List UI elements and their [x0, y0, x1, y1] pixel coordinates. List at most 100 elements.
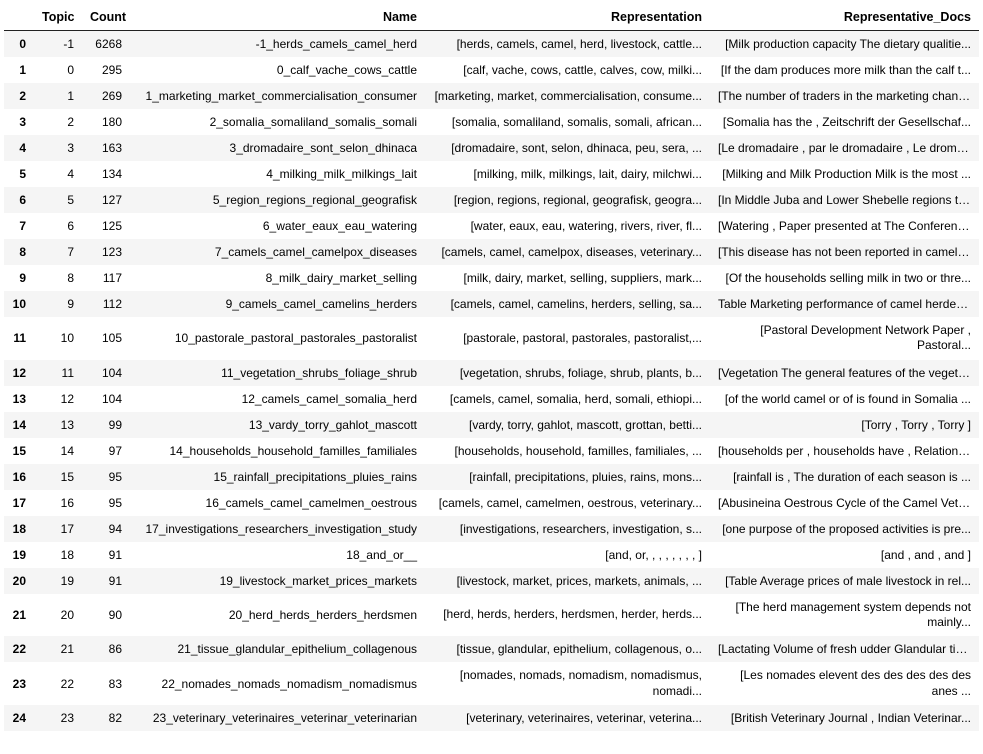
cell-topic: 18 — [34, 542, 82, 568]
cell-count: 86 — [82, 636, 130, 662]
cell-topic: 10 — [34, 317, 82, 360]
cell-representative-docs: [British Veterinary Journal , Indian Vet… — [710, 705, 979, 731]
cell-name: 17_investigations_researchers_investigat… — [130, 516, 425, 542]
cell-count: 163 — [82, 135, 130, 161]
cell-representative-docs: [Table Average prices of male livestock … — [710, 568, 979, 594]
cell-name: 5_region_regions_regional_geografisk — [130, 187, 425, 213]
cell-index: 16 — [4, 464, 34, 490]
cell-topic: 0 — [34, 57, 82, 83]
table-row: 541344_milking_milk_milkings_lait[milkin… — [4, 161, 979, 187]
cell-representation: [rainfall, precipitations, pluies, rains… — [425, 464, 710, 490]
table-row: 20199119_livestock_market_prices_markets… — [4, 568, 979, 594]
cell-index: 8 — [4, 239, 34, 265]
table-row: 871237_camels_camel_camelpox_diseases[ca… — [4, 239, 979, 265]
cell-representative-docs: [and , and , and ] — [710, 542, 979, 568]
table-row: 651275_region_regions_regional_geografis… — [4, 187, 979, 213]
cell-representation: [dromadaire, sont, selon, dhinaca, peu, … — [425, 135, 710, 161]
cell-count: 83 — [82, 662, 130, 705]
cell-count: 104 — [82, 360, 130, 386]
cell-index: 13 — [4, 386, 34, 412]
cell-name: 22_nomades_nomads_nomadism_nomadismus — [130, 662, 425, 705]
table-row: 121110411_vegetation_shrubs_foliage_shru… — [4, 360, 979, 386]
cell-representative-docs: [If the dam produces more milk than the … — [710, 57, 979, 83]
cell-topic: -1 — [34, 31, 82, 58]
cell-representative-docs: [Lactating Volume of fresh udder Glandul… — [710, 636, 979, 662]
cell-topic: 20 — [34, 594, 82, 637]
cell-representative-docs: [Le dromadaire , par le dromadaire , Le … — [710, 135, 979, 161]
table-row: 24238223_veterinary_veterinaires_veterin… — [4, 705, 979, 731]
cell-count: 295 — [82, 57, 130, 83]
cell-representation: [water, eaux, eau, watering, rivers, riv… — [425, 213, 710, 239]
cell-topic: 7 — [34, 239, 82, 265]
cell-name: 2_somalia_somaliland_somalis_somali — [130, 109, 425, 135]
cell-count: 112 — [82, 291, 130, 317]
table-row: 981178_milk_dairy_market_selling[milk, d… — [4, 265, 979, 291]
cell-representation: [milking, milk, milkings, lait, dairy, m… — [425, 161, 710, 187]
cell-topic: 19 — [34, 568, 82, 594]
cell-representation: [camels, camel, camelmen, oestrous, vete… — [425, 490, 710, 516]
cell-representative-docs: [The herd management system depends not … — [710, 594, 979, 637]
cell-representation: [tissue, glandular, epithelium, collagen… — [425, 636, 710, 662]
cell-index: 18 — [4, 516, 34, 542]
cell-topic: 23 — [34, 705, 82, 731]
cell-name: 19_livestock_market_prices_markets — [130, 568, 425, 594]
cell-name: 18_and_or__ — [130, 542, 425, 568]
cell-representation: [livestock, market, prices, markets, ani… — [425, 568, 710, 594]
cell-count: 95 — [82, 490, 130, 516]
cell-representation: [vegetation, shrubs, foliage, shrub, pla… — [425, 360, 710, 386]
cell-count: 180 — [82, 109, 130, 135]
cell-index: 21 — [4, 594, 34, 637]
cell-index: 22 — [4, 636, 34, 662]
cell-index: 6 — [4, 187, 34, 213]
cell-representative-docs: [one purpose of the proposed activities … — [710, 516, 979, 542]
cell-index: 11 — [4, 317, 34, 360]
cell-representative-docs: [households per , households have , Rela… — [710, 438, 979, 464]
cell-index: 12 — [4, 360, 34, 386]
cell-index: 5 — [4, 161, 34, 187]
cell-count: 134 — [82, 161, 130, 187]
cell-representation: [and, or, , , , , , , , ] — [425, 542, 710, 568]
col-topic-header: Topic — [34, 4, 82, 31]
cell-topic: 2 — [34, 109, 82, 135]
cell-name: 1_marketing_market_commercialisation_con… — [130, 83, 425, 109]
cell-representative-docs: [Abusineina Oestrous Cycle of the Camel … — [710, 490, 979, 516]
table-row: 212691_marketing_market_commercialisatio… — [4, 83, 979, 109]
cell-count: 91 — [82, 542, 130, 568]
col-representative-docs-header: Representative_Docs — [710, 4, 979, 31]
cell-representative-docs: [Torry , Torry , Torry ] — [710, 412, 979, 438]
table-body: 0-16268-1_herds_camels_camel_herd[herds,… — [4, 31, 979, 732]
cell-topic: 13 — [34, 412, 82, 438]
cell-representative-docs: [Pastoral Development Network Paper , Pa… — [710, 317, 979, 360]
cell-representation: [herds, camels, camel, herd, livestock, … — [425, 31, 710, 58]
cell-name: 10_pastorale_pastoral_pastorales_pastora… — [130, 317, 425, 360]
cell-representative-docs: [Vegetation The general features of the … — [710, 360, 979, 386]
cell-representation: [herd, herds, herders, herdsmen, herder,… — [425, 594, 710, 637]
cell-topic: 22 — [34, 662, 82, 705]
cell-index: 1 — [4, 57, 34, 83]
cell-index: 2 — [4, 83, 34, 109]
cell-name: 16_camels_camel_camelmen_oestrous — [130, 490, 425, 516]
cell-name: 23_veterinary_veterinaires_veterinar_vet… — [130, 705, 425, 731]
table-row: 21209020_herd_herds_herders_herdsmen[her… — [4, 594, 979, 637]
cell-topic: 14 — [34, 438, 82, 464]
cell-name: 9_camels_camel_camelins_herders — [130, 291, 425, 317]
cell-representative-docs: [In Middle Juba and Lower Shebelle regio… — [710, 187, 979, 213]
cell-count: 125 — [82, 213, 130, 239]
cell-representation: [vardy, torry, gahlot, mascott, grottan,… — [425, 412, 710, 438]
col-representation-header: Representation — [425, 4, 710, 31]
table-row: 14139913_vardy_torry_gahlot_mascott[vard… — [4, 412, 979, 438]
cell-representation: [calf, vache, cows, cattle, calves, cow,… — [425, 57, 710, 83]
cell-index: 10 — [4, 291, 34, 317]
table-row: 17169516_camels_camel_camelmen_oestrous[… — [4, 490, 979, 516]
table-row: 18179417_investigations_researchers_inve… — [4, 516, 979, 542]
cell-count: 90 — [82, 594, 130, 637]
cell-name: 20_herd_herds_herders_herdsmen — [130, 594, 425, 637]
cell-representation: [veterinary, veterinaires, veterinar, ve… — [425, 705, 710, 731]
cell-topic: 11 — [34, 360, 82, 386]
cell-representative-docs: [Les nomades elevent des des des des des… — [710, 662, 979, 705]
cell-count: 91 — [82, 568, 130, 594]
cell-representation: [somalia, somaliland, somalis, somali, a… — [425, 109, 710, 135]
cell-topic: 17 — [34, 516, 82, 542]
cell-name: 3_dromadaire_sont_selon_dhinaca — [130, 135, 425, 161]
cell-name: 0_calf_vache_cows_cattle — [130, 57, 425, 83]
